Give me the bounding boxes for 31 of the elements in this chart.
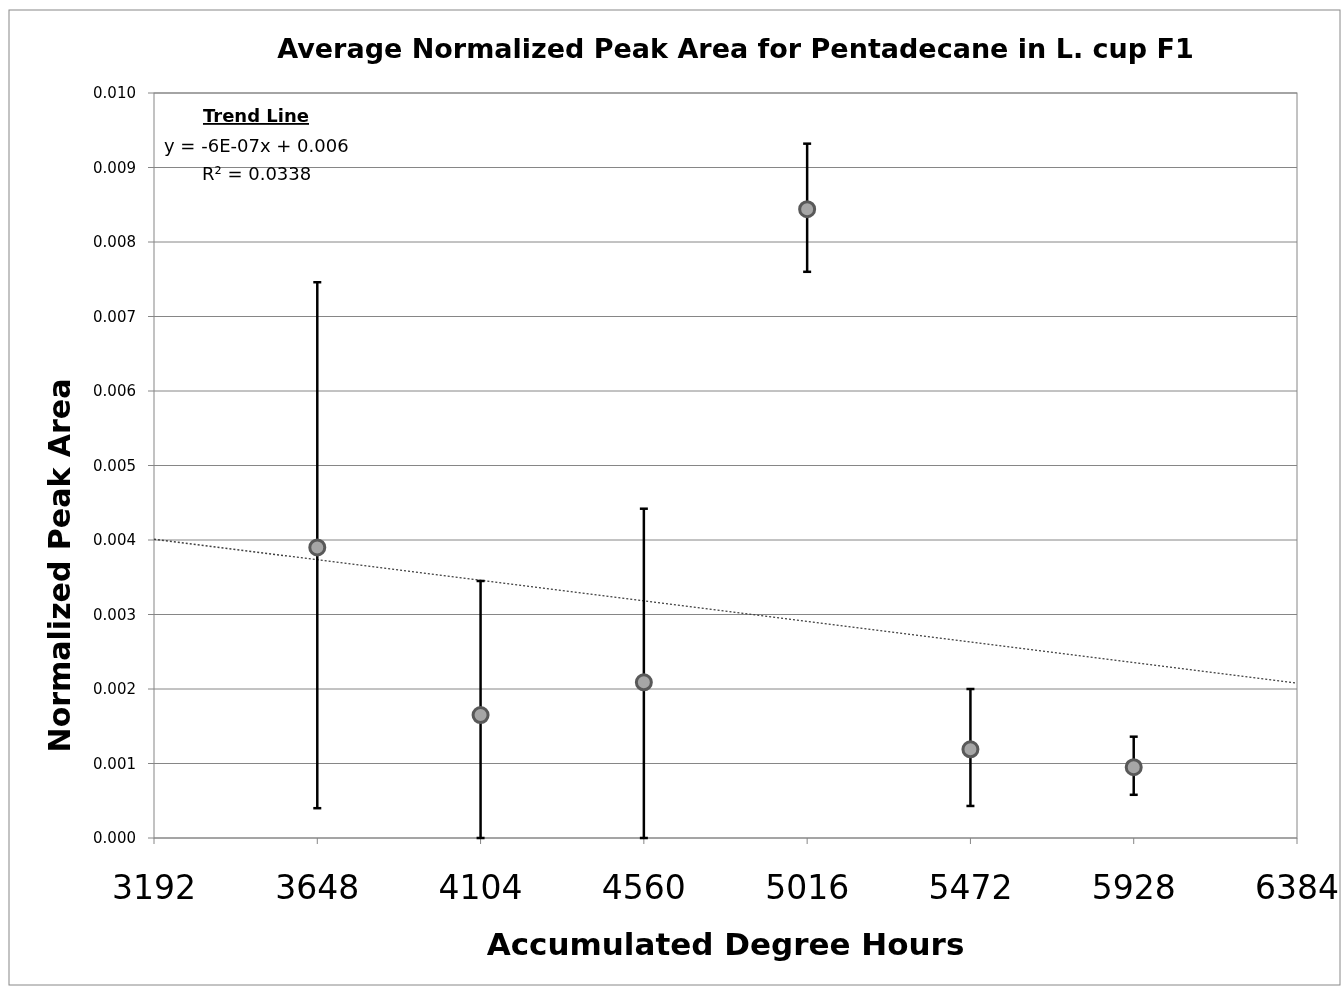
y-tick-label: 0.000 xyxy=(93,829,136,847)
y-tick-label: 0.006 xyxy=(93,382,136,400)
y-tick-label: 0.002 xyxy=(93,680,136,698)
point xyxy=(798,200,817,219)
x-tick-label: 3192 xyxy=(112,868,196,907)
x-tick-label: 5928 xyxy=(1091,868,1176,907)
x-tick-label: 5016 xyxy=(765,868,850,907)
y-tick-label: 0.003 xyxy=(93,605,136,624)
x-axis-title: Accumulated Degree Hours xyxy=(486,926,965,962)
x-tick-label: 3648 xyxy=(275,868,360,907)
point xyxy=(308,538,327,557)
chart-title: Average Normalized Peak Area for Pentadecane in L. cup F1 xyxy=(277,33,1194,64)
y-tick-label: 0.004 xyxy=(93,531,136,549)
point xyxy=(1124,758,1143,777)
x-tick-label: 5472 xyxy=(928,868,1013,907)
point xyxy=(961,740,980,759)
annotation: R² = 0.0338 xyxy=(202,163,312,184)
point xyxy=(634,673,653,692)
y-tick-label: 0.005 xyxy=(93,456,136,475)
annotation: y = -6E-07x + 0.006 xyxy=(164,135,349,156)
y-tick-label: 0.007 xyxy=(93,307,136,326)
y-tick-label: 0.010 xyxy=(93,84,136,102)
y-axis-title: Normalized Peak Area xyxy=(42,378,77,753)
y-tick-label: 0.001 xyxy=(93,754,136,773)
x-tick-label: 4104 xyxy=(438,868,523,907)
y-tick-label: 0.008 xyxy=(93,233,136,251)
y-tick-label: 0.009 xyxy=(93,158,136,177)
annotation: Trend Line xyxy=(202,105,310,126)
x-tick-label: 4560 xyxy=(601,868,686,907)
x-tick-label: 6384 xyxy=(1255,868,1339,907)
point xyxy=(471,706,490,725)
